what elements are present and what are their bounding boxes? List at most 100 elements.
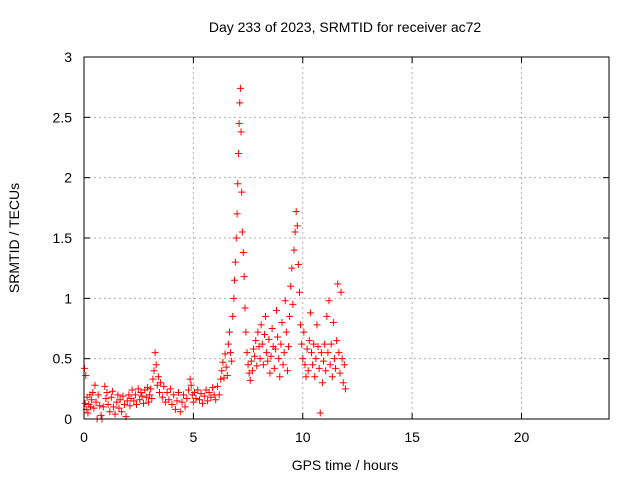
y-tick-label: 3: [64, 49, 72, 65]
data-point: [251, 352, 259, 360]
data-point: [232, 234, 240, 242]
data-point: [107, 393, 115, 401]
data-point: [114, 391, 122, 399]
data-point: [283, 367, 291, 375]
tick-labels-layer: 0 5 10 15 20 0 0.5 1 1.5 2 2.5 3: [53, 49, 530, 445]
data-point: [199, 399, 207, 407]
data-point: [143, 384, 151, 392]
data-point: [119, 392, 127, 400]
data-point: [171, 405, 179, 413]
data-point: [271, 345, 279, 353]
data-point: [168, 401, 176, 409]
y-tick-label: 1: [64, 290, 72, 306]
data-point: [104, 401, 112, 409]
data-point: [335, 349, 343, 357]
data-point: [234, 180, 242, 188]
data-point: [332, 364, 340, 372]
ticks-layer: [83, 56, 609, 420]
data-point: [334, 280, 342, 288]
data-point: [312, 355, 320, 363]
data-point: [318, 379, 326, 387]
data-point: [133, 401, 140, 409]
data-point: [209, 384, 217, 392]
data-point: [176, 408, 184, 416]
data-point: [250, 345, 258, 353]
data-point: [322, 367, 330, 375]
data-point: [126, 402, 134, 410]
data-point: [238, 188, 246, 196]
data-point: [273, 306, 280, 314]
data-point: [154, 373, 162, 381]
data-point: [262, 312, 270, 320]
data-point: [317, 349, 325, 357]
data-point: [243, 349, 251, 357]
data-point: [264, 357, 272, 365]
data-point: [170, 391, 178, 399]
data-point: [328, 373, 336, 381]
data-point: [138, 392, 146, 400]
data-point: [301, 361, 309, 369]
data-point: [178, 398, 186, 406]
data-point: [228, 357, 236, 365]
y-axis-label: SRMTID / TECUs: [6, 183, 22, 293]
data-point: [180, 391, 188, 399]
data-point: [222, 363, 230, 371]
data-point: [257, 321, 265, 329]
data-point: [337, 288, 345, 296]
data-point: [173, 397, 181, 405]
data-point: [294, 261, 302, 269]
y-tick-label: 1.5: [53, 230, 73, 246]
data-point: [238, 228, 246, 236]
data-point: [120, 401, 128, 409]
data-point: [118, 408, 126, 416]
y-tick-label: 2.5: [53, 109, 73, 125]
data-point: [236, 99, 244, 107]
data-point: [306, 309, 314, 317]
data-point: [186, 375, 194, 383]
data-point: [263, 349, 271, 357]
data-point: [254, 328, 262, 336]
data-point: [323, 312, 331, 320]
data-point: [111, 410, 119, 418]
data-point: [90, 404, 98, 412]
data-point: [150, 367, 158, 375]
data-point: [321, 340, 329, 348]
data-point: [310, 340, 318, 348]
data-point: [189, 398, 197, 406]
data-point: [237, 128, 245, 136]
data-point: [286, 312, 294, 320]
data-point: [116, 396, 124, 404]
data-point: [259, 361, 267, 369]
data-point: [274, 333, 282, 341]
data-point: [84, 409, 92, 417]
data-point: [200, 392, 208, 400]
data-point: [242, 328, 250, 336]
x-axis-label: GPS time / hours: [292, 457, 399, 473]
data-point: [212, 396, 220, 404]
x-tick-label: 10: [295, 429, 311, 445]
data-point: [219, 358, 227, 366]
data-point: [304, 367, 312, 375]
x-tick-label: 0: [80, 429, 88, 445]
data-point: [266, 369, 274, 377]
data-point: [338, 355, 346, 363]
data-point: [82, 372, 90, 380]
data-point: [339, 379, 347, 387]
data-point: [223, 372, 231, 380]
data-point: [230, 294, 238, 302]
data-point: [305, 337, 313, 345]
data-point: [87, 403, 95, 411]
data-point: [183, 394, 191, 402]
data-point: [81, 399, 89, 407]
data-point: [316, 409, 324, 417]
data-point: [248, 367, 256, 375]
data-point: [148, 394, 156, 402]
data-point: [110, 403, 118, 411]
y-tick-label: 0: [64, 411, 72, 427]
data-point: [320, 357, 328, 365]
data-point: [258, 340, 266, 348]
data-point: [218, 367, 226, 375]
data-point: [256, 355, 264, 363]
data-point: [295, 288, 303, 296]
data-point: [302, 373, 310, 381]
